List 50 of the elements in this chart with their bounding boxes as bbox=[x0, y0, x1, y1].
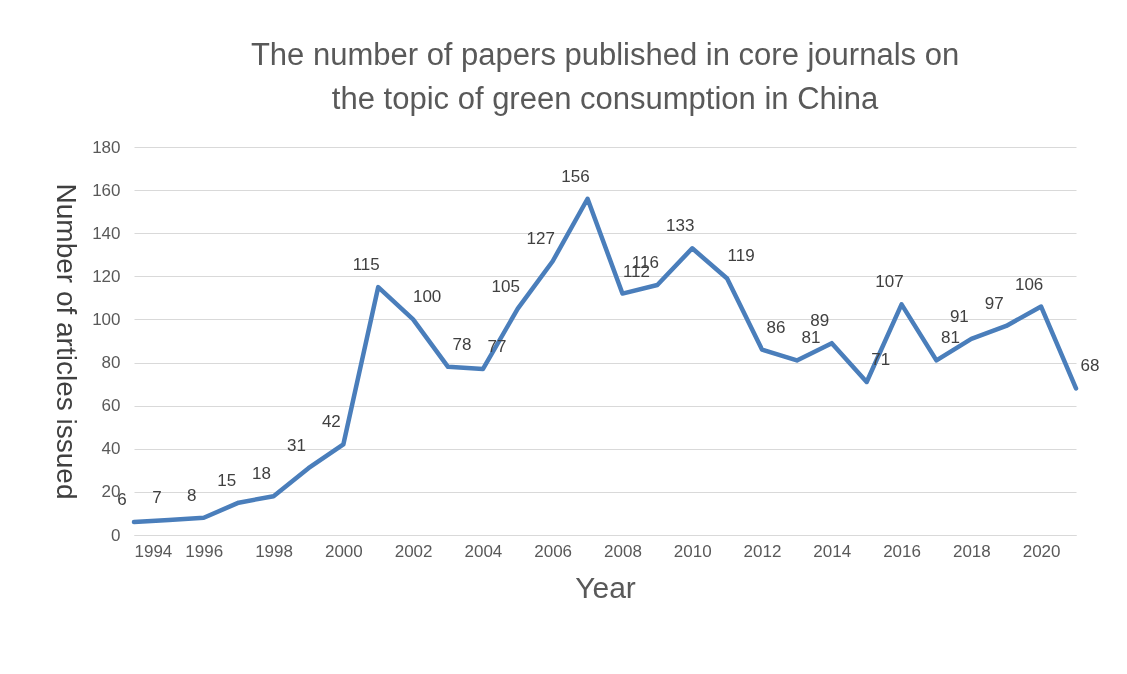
y-tick-label: 160 bbox=[92, 180, 121, 200]
data-label: 91 bbox=[949, 306, 969, 326]
x-tick-label: 1996 bbox=[185, 541, 224, 561]
x-tick-label: 2020 bbox=[1022, 541, 1061, 561]
data-label: 156 bbox=[561, 166, 590, 186]
x-tick-label: 2012 bbox=[743, 541, 782, 561]
data-label: 81 bbox=[940, 328, 960, 348]
y-tick-label: 60 bbox=[101, 396, 121, 416]
x-tick-label: 2004 bbox=[464, 541, 503, 561]
x-tick-label: 2006 bbox=[534, 541, 573, 561]
data-label: 106 bbox=[1014, 274, 1044, 294]
x-tick-label: 2002 bbox=[394, 541, 433, 561]
data-label: 119 bbox=[727, 246, 755, 266]
data-label: 68 bbox=[1080, 356, 1100, 376]
x-tick-label: 1998 bbox=[255, 541, 293, 561]
data-label: 127 bbox=[526, 229, 555, 249]
data-label: 18 bbox=[252, 464, 272, 484]
chart-title: The number of papers published in core journals on the topic of green consumption in China bbox=[250, 37, 960, 116]
data-label: 42 bbox=[321, 412, 341, 432]
data-label: 100 bbox=[412, 287, 442, 307]
data-label: 105 bbox=[491, 276, 520, 296]
x-tick-label: 2008 bbox=[604, 541, 642, 561]
data-label: 107 bbox=[875, 272, 904, 292]
y-tick-label: 140 bbox=[92, 223, 121, 243]
data-label: 78 bbox=[452, 334, 472, 354]
data-label: 7 bbox=[152, 487, 162, 507]
y-tick-label: 120 bbox=[92, 266, 121, 286]
y-tick-label: 80 bbox=[101, 353, 121, 373]
data-label: 15 bbox=[217, 470, 237, 490]
y-tick-label: 40 bbox=[101, 439, 121, 459]
data-label: 97 bbox=[984, 293, 1004, 313]
x-tick-label: 2018 bbox=[952, 541, 991, 561]
y-tick-label: 0 bbox=[111, 525, 121, 545]
x-tick-label: 2000 bbox=[324, 541, 363, 561]
x-axis-title: Year bbox=[575, 570, 636, 604]
x-tick-label: 1994 bbox=[134, 541, 173, 561]
data-label: 86 bbox=[766, 317, 786, 337]
x-tick-label: 2010 bbox=[673, 541, 712, 561]
data-label: 31 bbox=[286, 436, 306, 456]
x-tick-label: 2014 bbox=[813, 541, 852, 561]
y-tick-label: 100 bbox=[92, 309, 121, 329]
data-label: 89 bbox=[810, 311, 830, 331]
data-label: 115 bbox=[352, 255, 380, 275]
data-label: 81 bbox=[801, 328, 821, 348]
data-label: 8 bbox=[187, 485, 197, 505]
line-series bbox=[131, 196, 1079, 525]
y-tick-label: 180 bbox=[92, 137, 121, 157]
data-label: 133 bbox=[666, 216, 695, 236]
x-tick-label: 2016 bbox=[883, 541, 921, 561]
y-axis-title: Number of articles issued bbox=[50, 183, 82, 500]
